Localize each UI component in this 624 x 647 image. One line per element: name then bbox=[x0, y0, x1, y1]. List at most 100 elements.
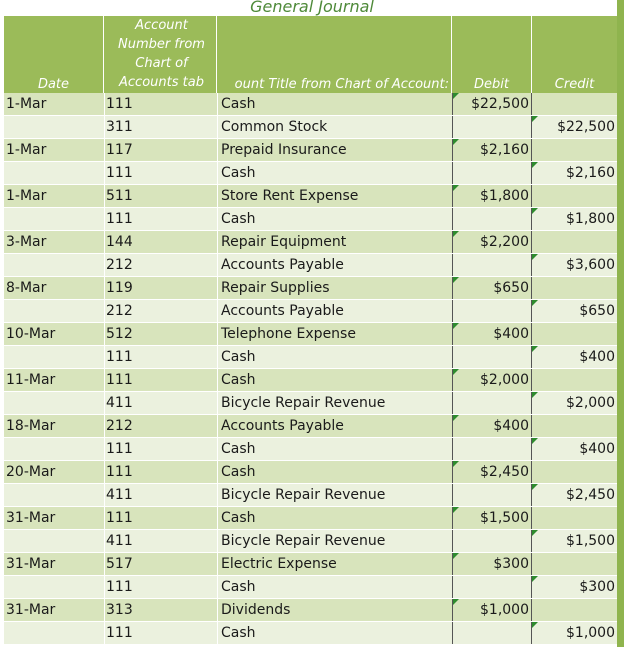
credit-cell[interactable] bbox=[532, 277, 617, 299]
account-title-cell[interactable]: Repair Supplies bbox=[217, 277, 452, 299]
credit-cell[interactable] bbox=[532, 507, 617, 529]
account-number-cell[interactable]: 111 bbox=[104, 438, 217, 460]
credit-cell[interactable]: $1,500 bbox=[532, 530, 617, 552]
account-number-cell[interactable]: 212 bbox=[104, 415, 217, 437]
credit-cell[interactable]: $300 bbox=[532, 576, 617, 598]
debit-cell[interactable] bbox=[452, 300, 532, 322]
debit-cell[interactable]: $2,200 bbox=[452, 231, 532, 253]
date-cell[interactable] bbox=[6, 208, 102, 230]
debit-cell[interactable] bbox=[452, 116, 532, 138]
debit-cell[interactable] bbox=[452, 254, 532, 276]
account-title-cell[interactable]: Dividends bbox=[217, 599, 452, 621]
credit-cell[interactable]: $400 bbox=[532, 438, 617, 460]
account-number-cell[interactable]: 212 bbox=[104, 300, 217, 322]
cell-flag-icon[interactable] bbox=[453, 139, 459, 145]
account-number-cell[interactable]: 111 bbox=[104, 576, 217, 598]
credit-cell[interactable]: $2,450 bbox=[532, 484, 617, 506]
date-cell[interactable]: 10-Mar bbox=[6, 323, 102, 345]
cell-flag-icon[interactable] bbox=[532, 162, 538, 168]
cell-flag-icon[interactable] bbox=[532, 484, 538, 490]
account-number-cell[interactable]: 111 bbox=[104, 622, 217, 644]
account-number-cell[interactable]: 311 bbox=[104, 116, 217, 138]
debit-cell[interactable]: $1,800 bbox=[452, 185, 532, 207]
account-title-cell[interactable]: Accounts Payable bbox=[217, 415, 452, 437]
date-cell[interactable]: 1-Mar bbox=[6, 139, 102, 161]
cell-flag-icon[interactable] bbox=[453, 369, 459, 375]
account-title-cell[interactable]: Common Stock bbox=[217, 116, 452, 138]
cell-flag-icon[interactable] bbox=[453, 277, 459, 283]
credit-cell[interactable] bbox=[532, 231, 617, 253]
credit-cell[interactable]: $3,600 bbox=[532, 254, 617, 276]
header-date[interactable]: Date bbox=[4, 16, 104, 93]
credit-cell[interactable]: $650 bbox=[532, 300, 617, 322]
header-credit[interactable]: Credit bbox=[532, 16, 617, 93]
debit-cell[interactable]: $2,000 bbox=[452, 369, 532, 391]
date-cell[interactable]: 18-Mar bbox=[6, 415, 102, 437]
account-title-cell[interactable]: Cash bbox=[217, 576, 452, 598]
account-number-cell[interactable]: 511 bbox=[104, 185, 217, 207]
debit-cell[interactable]: $1,000 bbox=[452, 599, 532, 621]
cell-flag-icon[interactable] bbox=[453, 553, 459, 559]
account-title-cell[interactable]: Accounts Payable bbox=[217, 300, 452, 322]
date-cell[interactable] bbox=[6, 530, 102, 552]
debit-cell[interactable]: $2,160 bbox=[452, 139, 532, 161]
debit-cell[interactable] bbox=[452, 622, 532, 644]
header-account-title[interactable]: ount Title from Chart of Account: bbox=[217, 16, 452, 93]
account-title-cell[interactable]: Cash bbox=[217, 93, 452, 115]
account-number-cell[interactable]: 212 bbox=[104, 254, 217, 276]
cell-flag-icon[interactable] bbox=[532, 530, 538, 536]
date-cell[interactable] bbox=[6, 622, 102, 644]
date-cell[interactable]: 1-Mar bbox=[6, 93, 102, 115]
credit-cell[interactable]: $1,800 bbox=[532, 208, 617, 230]
account-number-cell[interactable]: 313 bbox=[104, 599, 217, 621]
date-cell[interactable] bbox=[6, 392, 102, 414]
account-title-cell[interactable]: Bicycle Repair Revenue bbox=[217, 392, 452, 414]
date-cell[interactable]: 8-Mar bbox=[6, 277, 102, 299]
debit-cell[interactable] bbox=[452, 208, 532, 230]
credit-cell[interactable] bbox=[532, 369, 617, 391]
credit-cell[interactable] bbox=[532, 599, 617, 621]
account-number-cell[interactable]: 411 bbox=[104, 530, 217, 552]
account-title-cell[interactable]: Cash bbox=[217, 162, 452, 184]
account-number-cell[interactable]: 111 bbox=[104, 507, 217, 529]
debit-cell[interactable]: $400 bbox=[452, 415, 532, 437]
cell-flag-icon[interactable] bbox=[532, 116, 538, 122]
date-cell[interactable]: 31-Mar bbox=[6, 553, 102, 575]
cell-flag-icon[interactable] bbox=[453, 415, 459, 421]
credit-cell[interactable]: $2,000 bbox=[532, 392, 617, 414]
credit-cell[interactable] bbox=[532, 139, 617, 161]
account-title-cell[interactable]: Accounts Payable bbox=[217, 254, 452, 276]
account-title-cell[interactable]: Cash bbox=[217, 622, 452, 644]
credit-cell[interactable] bbox=[532, 93, 617, 115]
debit-cell[interactable] bbox=[452, 346, 532, 368]
debit-cell[interactable]: $22,500 bbox=[452, 93, 532, 115]
credit-cell[interactable] bbox=[532, 415, 617, 437]
account-number-cell[interactable]: 111 bbox=[104, 93, 217, 115]
debit-cell[interactable] bbox=[452, 576, 532, 598]
account-title-cell[interactable]: Prepaid Insurance bbox=[217, 139, 452, 161]
account-title-cell[interactable]: Cash bbox=[217, 346, 452, 368]
debit-cell[interactable] bbox=[452, 438, 532, 460]
account-number-cell[interactable]: 111 bbox=[104, 369, 217, 391]
date-cell[interactable]: 1-Mar bbox=[6, 185, 102, 207]
account-title-cell[interactable]: Cash bbox=[217, 461, 452, 483]
account-number-cell[interactable]: 119 bbox=[104, 277, 217, 299]
debit-cell[interactable] bbox=[452, 484, 532, 506]
cell-flag-icon[interactable] bbox=[532, 346, 538, 352]
header-debit[interactable]: Debit bbox=[452, 16, 532, 93]
date-cell[interactable]: 3-Mar bbox=[6, 231, 102, 253]
date-cell[interactable] bbox=[6, 576, 102, 598]
credit-cell[interactable] bbox=[532, 185, 617, 207]
account-number-cell[interactable]: 517 bbox=[104, 553, 217, 575]
debit-cell[interactable]: $1,500 bbox=[452, 507, 532, 529]
debit-cell[interactable]: $300 bbox=[452, 553, 532, 575]
account-title-cell[interactable]: Telephone Expense bbox=[217, 323, 452, 345]
cell-flag-icon[interactable] bbox=[532, 254, 538, 260]
date-cell[interactable]: 31-Mar bbox=[6, 507, 102, 529]
account-title-cell[interactable]: Bicycle Repair Revenue bbox=[217, 484, 452, 506]
account-number-cell[interactable]: 117 bbox=[104, 139, 217, 161]
account-number-cell[interactable]: 111 bbox=[104, 208, 217, 230]
cell-flag-icon[interactable] bbox=[453, 185, 459, 191]
date-cell[interactable]: 20-Mar bbox=[6, 461, 102, 483]
credit-cell[interactable]: $1,000 bbox=[532, 622, 617, 644]
